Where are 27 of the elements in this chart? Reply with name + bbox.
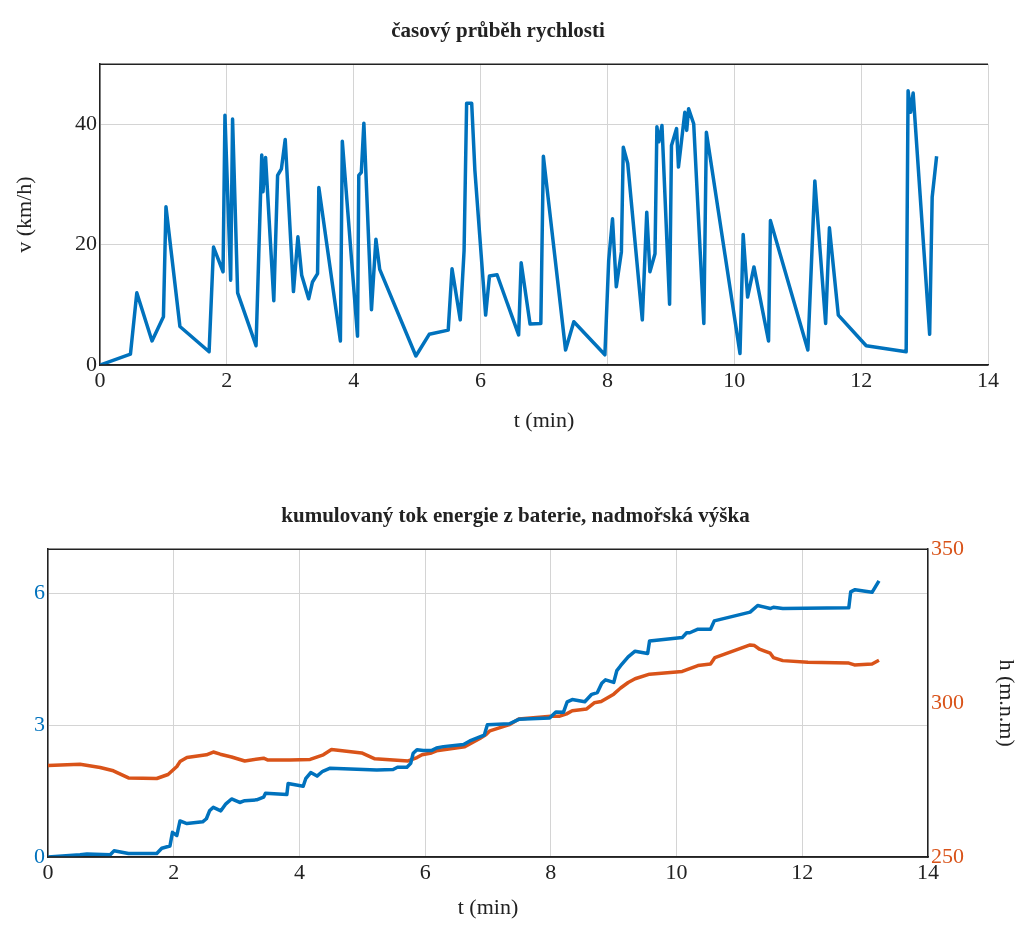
y-axis-title: v (km/h) [10,176,36,253]
y-tick-label: 6 [34,578,45,604]
y2-tick-label: 350 [931,534,964,560]
y-tick-label: 0 [34,842,45,868]
x-tick-label: 2 [221,366,233,392]
x-tick-label: 2 [168,858,180,884]
y-tick-label: 0 [86,350,97,376]
y-tick-label: 20 [75,230,97,256]
x-tick-label: 12 [791,858,814,884]
x-tick-label: 8 [545,858,557,884]
x-tick-label: 6 [419,858,431,884]
x-tick-label: 4 [348,366,360,392]
y2-tick-label: 300 [931,688,964,714]
x-tick-label: 4 [293,858,305,884]
y2-axis-title: h (m.n.m) [995,659,1021,747]
chart-title: časový průběh rychlosti [391,18,605,43]
x-axis-title: t (min) [513,406,575,432]
x-tick-label: 10 [723,366,746,392]
chart-title: kumulovaný tok energie z baterie, nadmořská výška [281,503,751,528]
x-tick-label: 10 [665,858,688,884]
x-tick-label: 8 [601,366,613,392]
y-tick-label: 3 [34,710,45,736]
x-tick-label: 6 [475,366,487,392]
y-tick-label: 40 [75,110,97,136]
x-tick-label: 14 [977,366,999,392]
x-axis-title: t (min) [457,893,519,919]
x-tick-label: 12 [850,366,873,392]
